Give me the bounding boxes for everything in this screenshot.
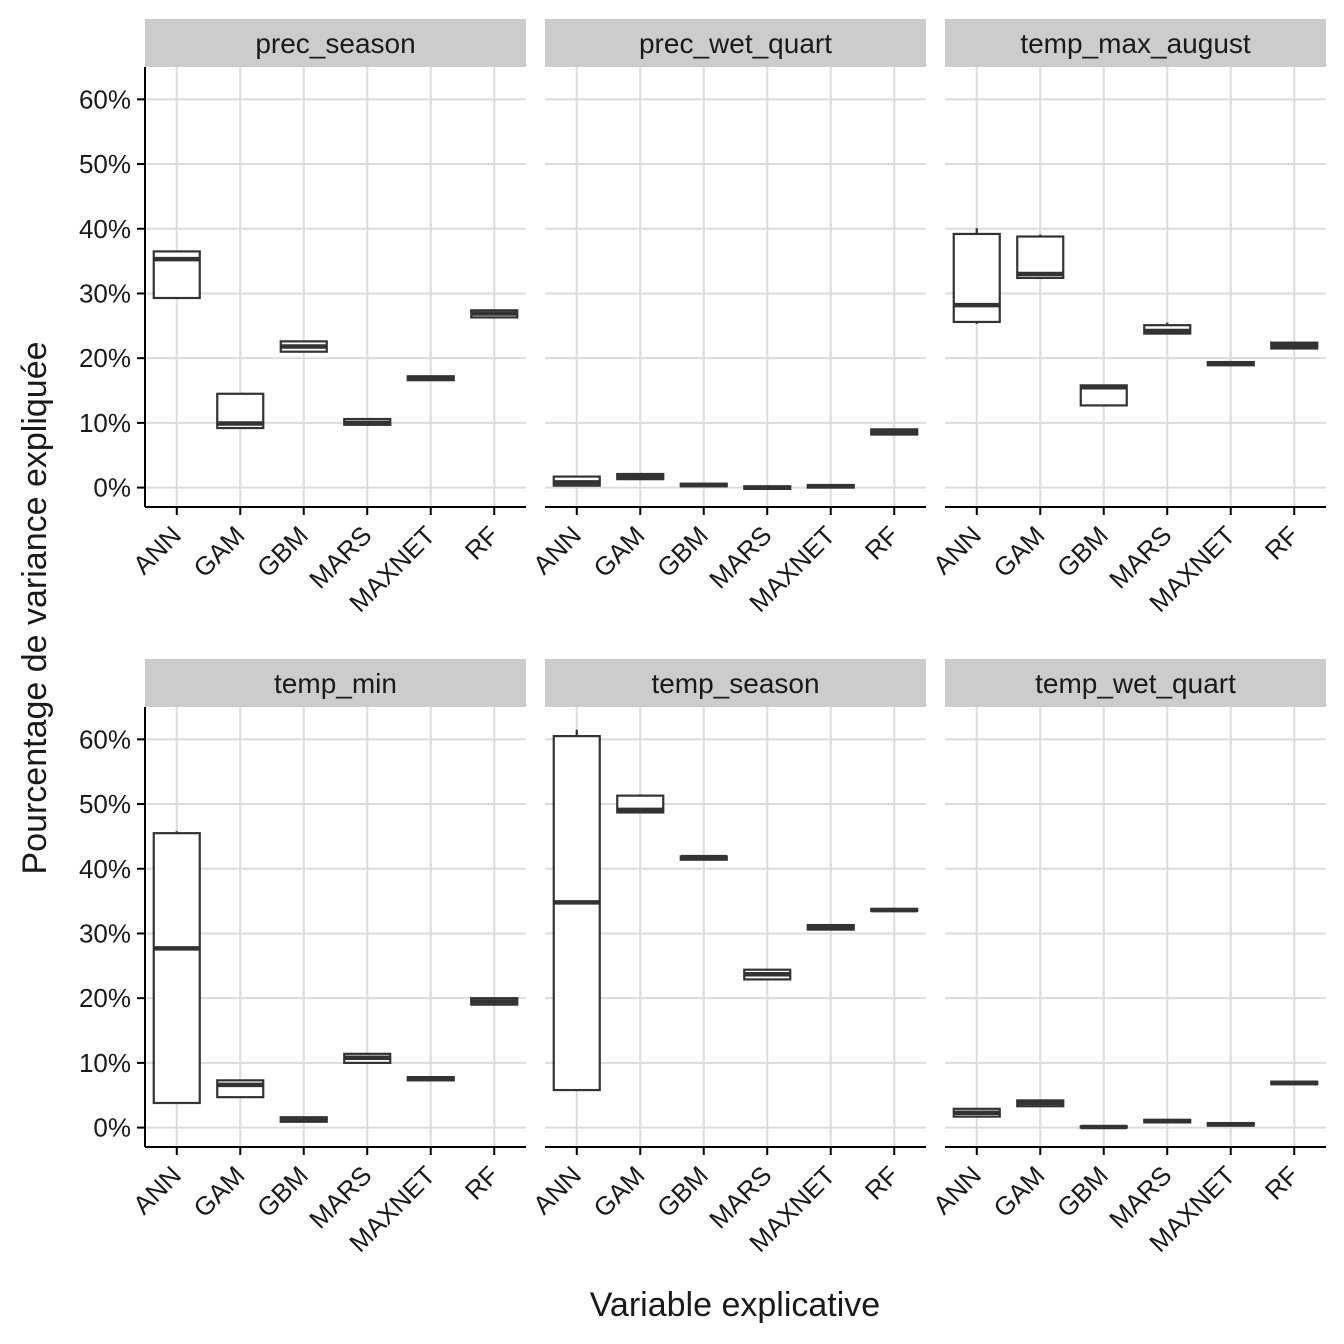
box-ANN [952,1107,1001,1118]
facet-title: prec_wet_quart [639,28,832,59]
box-iqr [152,832,201,1105]
box-GAM [216,392,265,430]
y-tick-label: 50% [79,789,131,819]
y-axis-title: Pourcentage de variance expliquée [16,341,54,874]
box-GAM [1016,1099,1065,1108]
box-RF [870,428,919,436]
y-tick-label: 60% [79,84,131,114]
x-tick-label: RF [459,520,505,566]
box-ANN [152,250,201,300]
box-MARS [1143,1118,1192,1124]
box-GAM [616,794,665,814]
box-RF [1270,341,1319,350]
x-tick-label: GAM [187,1160,250,1223]
box-GBM [279,1116,328,1123]
box-MARS [743,968,792,981]
box-MAXNET [406,375,455,382]
facet-title: temp_season [651,668,819,699]
box-RF [470,997,519,1006]
box-GBM [679,482,728,488]
box-MARS [343,1052,392,1064]
box-ANN [152,831,201,1105]
box-ANN [552,729,601,1092]
box-iqr [1016,235,1065,280]
y-tick-label: 20% [79,983,131,1013]
box-iqr [552,735,601,1092]
y-tick-label: 60% [79,724,131,754]
x-tick-label: GAM [587,1160,650,1223]
box-MARS [1143,322,1192,335]
facet-title: temp_min [274,668,397,699]
box-ANN [952,228,1001,324]
y-tick-label: 10% [79,1048,131,1078]
box-GBM [279,340,328,353]
x-tick-label: ANN [527,1160,587,1220]
x-tick-label: RF [859,1160,905,1206]
y-tick-label: 10% [79,408,131,438]
x-tick-label: RF [1259,1160,1305,1206]
facet-strip [145,659,526,707]
box-iqr [952,232,1001,324]
facet-title: temp_wet_quart [1035,668,1236,699]
box-MAXNET [406,1076,455,1082]
y-tick-label: 0% [93,473,131,503]
x-tick-label: RF [859,520,905,566]
facet-strip [945,659,1326,707]
x-tick-label: RF [459,1160,505,1206]
y-tick-label: 50% [79,149,131,179]
y-tick-label: 40% [79,214,131,244]
x-tick-label: GAM [987,1160,1050,1223]
x-tick-label: ANN [127,1160,187,1220]
x-tick-label: RF [1259,520,1305,566]
x-tick-label: ANN [927,1160,987,1220]
x-tick-label: GAM [987,520,1050,583]
x-tick-label: ANN [527,520,587,580]
box-GBM [1079,384,1128,407]
box-MAXNET [806,483,855,489]
box-GAM [616,472,665,481]
facet-strip [545,19,926,67]
y-tick-label: 20% [79,343,131,373]
box-GAM [216,1079,265,1099]
box-RF [870,907,919,913]
facet-strip [145,19,526,67]
box-MARS [743,485,792,490]
box-MAXNET [1206,360,1255,367]
box-RF [470,309,519,319]
y-tick-label: 0% [93,1113,131,1143]
facet-strip [545,659,926,707]
facet-title: prec_season [255,28,415,59]
x-tick-label: GAM [587,520,650,583]
box-GAM [1016,234,1065,280]
y-tick-label: 30% [79,918,131,948]
facet-title: temp_max_august [1020,28,1251,59]
y-tick-label: 30% [79,278,131,308]
box-RF [1270,1080,1319,1086]
box-MARS [343,417,392,426]
x-tick-label: GAM [187,520,250,583]
box-ANN [552,475,601,487]
box-MAXNET [1206,1121,1255,1127]
x-tick-label: ANN [927,520,987,580]
y-tick-label: 40% [79,854,131,884]
x-axis-title: Variable explicative [590,1286,880,1324]
box-GBM [1079,1124,1128,1130]
facet-strip [945,19,1326,67]
box-MAXNET [806,923,855,931]
box-GBM [679,854,728,861]
x-tick-label: ANN [127,520,187,580]
